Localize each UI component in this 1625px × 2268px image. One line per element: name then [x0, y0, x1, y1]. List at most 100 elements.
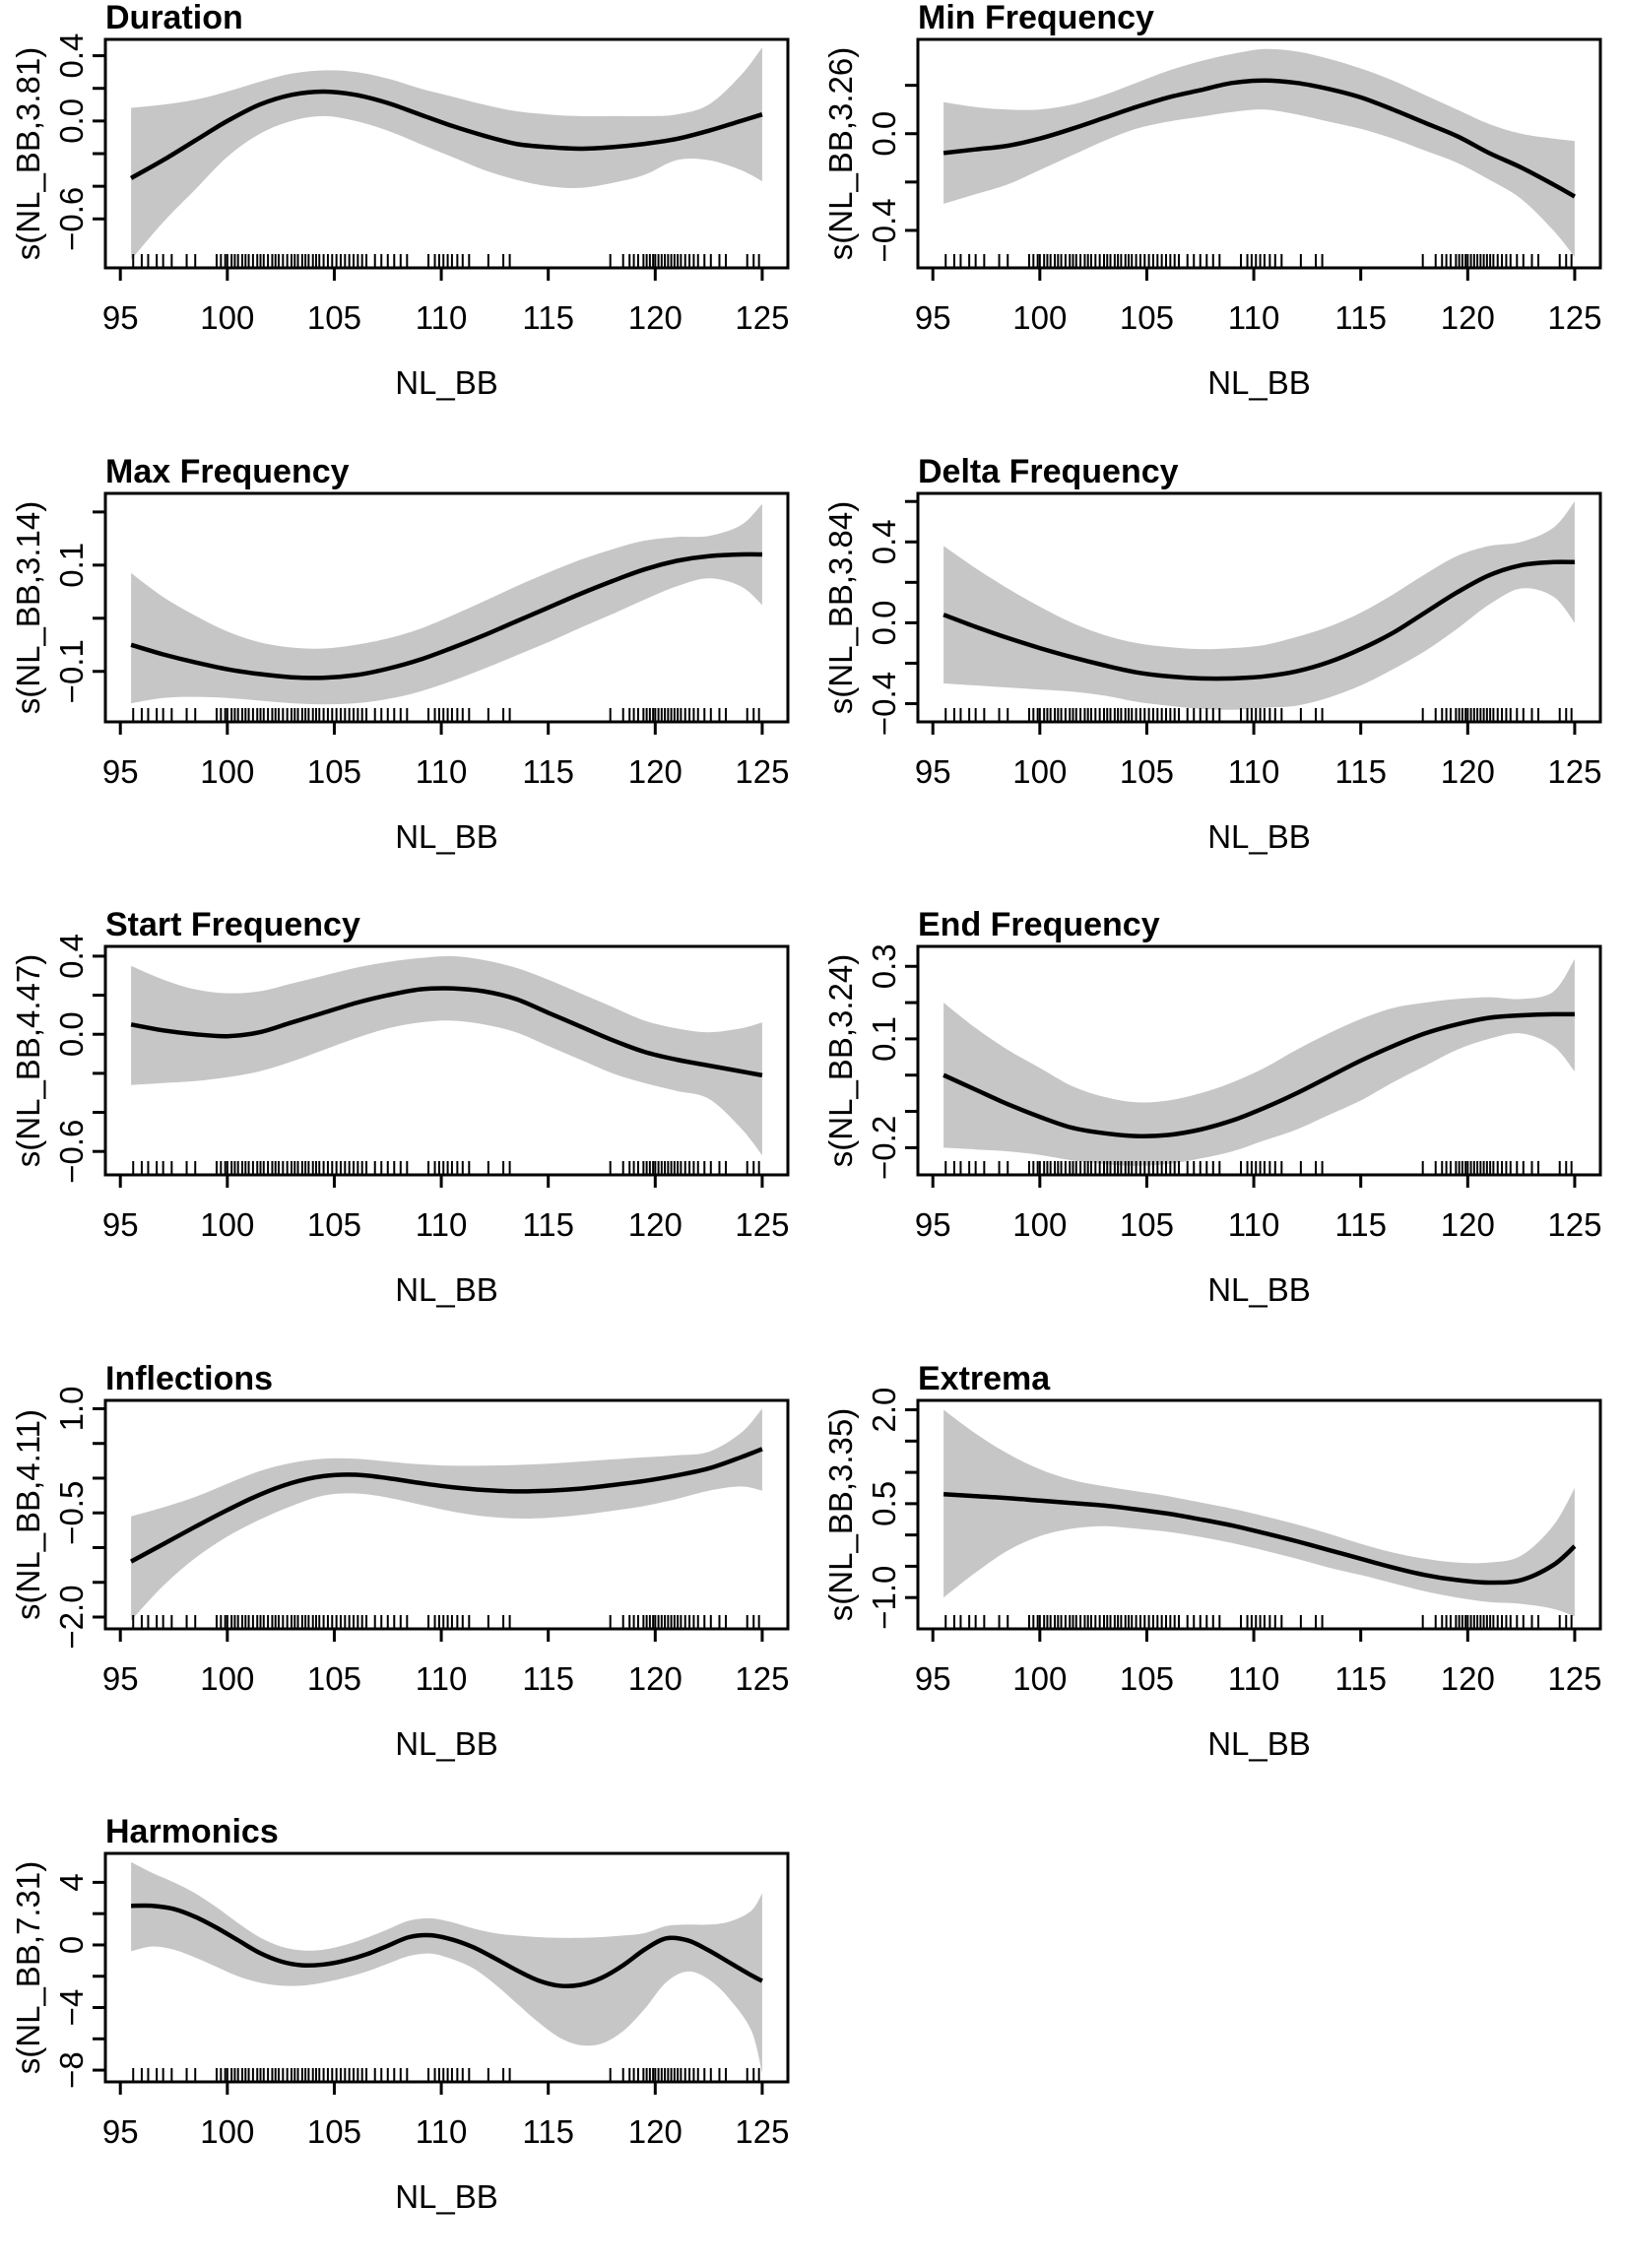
- gam-plot-max-frequency: 95 100 105 110 115 120 125 0.1 −0.1 Max Frequency…: [10, 454, 790, 855]
- x-tick-label: 120: [628, 299, 682, 336]
- panel-max-frequency: 95 100 105 110 115 120 125 0.1 −0.1 Max Frequency…: [0, 454, 812, 907]
- x-tick-label: 120: [1441, 753, 1495, 790]
- y-axis-label: s(NL_BB,7.31): [10, 1861, 46, 2074]
- y-tick-label: −0.5: [53, 1480, 90, 1544]
- plot-box: [103, 944, 790, 1177]
- x-tick-label: 100: [200, 299, 254, 336]
- x-tick-label: 100: [200, 2113, 254, 2150]
- x-tick-label: 110: [1228, 753, 1280, 790]
- x-tick-label: 105: [307, 1206, 361, 1243]
- y-axis-label: s(NL_BB,3.26): [822, 47, 859, 260]
- rug-marks: [132, 254, 760, 267]
- panel-harmonics: 95 100 105 110 115 120 125 4 0 −4 −8 Harmonics s(NL_…: [0, 1814, 812, 2267]
- y-tick-label: −0.6: [53, 1120, 90, 1184]
- panel-end-frequency: 95 100 105 110 115 120 125 0.3 0.1 −0.2 End Freque…: [812, 907, 1625, 1360]
- x-axis: 95 100 105 110 115 120 125: [915, 1628, 1601, 1697]
- y-tick-label: 0.0: [866, 111, 902, 157]
- x-tick-label: 120: [628, 2113, 682, 2150]
- x-axis: 95 100 105 110 115 120 125: [102, 268, 789, 336]
- x-tick-label: 120: [628, 1660, 682, 1697]
- y-tick-label: 2.0: [866, 1387, 902, 1432]
- y-tick-label: −2.0: [53, 1585, 90, 1649]
- fit-line: [130, 551, 762, 680]
- x-tick-label: 115: [1334, 753, 1387, 790]
- x-axis-label: NL_BB: [1207, 364, 1311, 401]
- x-tick-label: 100: [1012, 1206, 1067, 1243]
- y-axis-label: s(NL_BB,3.24): [822, 954, 859, 1167]
- fit-line: [942, 1011, 1575, 1139]
- plot-box: [916, 1398, 1602, 1631]
- x-tick-label: 110: [416, 1660, 468, 1697]
- x-axis: 95 100 105 110 115 120 125: [102, 1628, 789, 1697]
- fit-line: [942, 1491, 1577, 1586]
- panel-title: Start Frequency: [105, 907, 360, 943]
- fit-line: [130, 1447, 763, 1564]
- rug-marks: [132, 2068, 760, 2081]
- panel-title: Duration: [105, 0, 243, 36]
- panel-title: Min Frequency: [918, 0, 1154, 36]
- gam-plot-delta-frequency: 95 100 105 110 115 120 125 0.4 0.0 −0.4 Delta Freq…: [822, 454, 1602, 855]
- y-axis-label: s(NL_BB,4.11): [10, 1409, 46, 1620]
- plot-box: [103, 1398, 790, 1631]
- x-axis-label: NL_BB: [1207, 1725, 1311, 1762]
- x-tick-label: 120: [1441, 299, 1495, 336]
- x-axis-label: NL_BB: [395, 2178, 498, 2215]
- x-tick-label: 110: [416, 2113, 468, 2150]
- x-tick-label: 105: [307, 299, 361, 336]
- x-tick-label: 95: [915, 1206, 951, 1243]
- panel-extrema: 95 100 105 110 115 120 125 2.0 0.5 −1.0 Extrema s(N…: [812, 1361, 1625, 1814]
- y-axis-label: s(NL_BB,4.47): [10, 954, 46, 1167]
- confidence-band: [943, 500, 1575, 710]
- panel-title: Inflections: [105, 1361, 273, 1397]
- x-tick-label: 115: [1334, 299, 1387, 336]
- x-tick-label: 110: [416, 1206, 468, 1243]
- y-tick-label: −0.4: [866, 672, 902, 736]
- plot-box: [103, 491, 790, 724]
- plot-box: [916, 37, 1602, 270]
- x-axis: 95 100 105 110 115 120 125: [915, 268, 1601, 336]
- gam-plot-harmonics: 95 100 105 110 115 120 125 4 0 −4 −8 Harmonics s(NL_…: [10, 1814, 790, 2215]
- x-tick-label: 125: [735, 753, 789, 790]
- y-axis: 0.4 0.0 −0.4: [866, 499, 918, 736]
- x-tick-label: 100: [1012, 1660, 1067, 1697]
- empty-cell: [812, 1814, 1625, 2267]
- x-tick-label: 125: [1547, 753, 1601, 790]
- gam-plot-min-frequency: 95 100 105 110 115 120 125 0.0 −0.4 Min Frequency…: [822, 0, 1602, 401]
- plot-box: [916, 944, 1602, 1177]
- y-tick-label: −0.2: [866, 1116, 902, 1180]
- rug-marks: [132, 707, 760, 721]
- gam-plot-extrema: 95 100 105 110 115 120 125 2.0 0.5 −1.0 Extrema s(N…: [822, 1361, 1602, 1762]
- fit-line: [131, 1904, 763, 1989]
- rug-marks: [132, 1614, 760, 1628]
- y-tick-label: −0.4: [866, 198, 902, 262]
- y-tick-label: −1.0: [866, 1565, 902, 1629]
- y-tick-label: 0.1: [866, 1016, 902, 1062]
- x-axis: 95 100 105 110 115 120 125: [102, 721, 789, 790]
- x-tick-label: 115: [522, 1660, 574, 1697]
- x-tick-label: 115: [1334, 1206, 1387, 1243]
- x-tick-label: 95: [915, 753, 951, 790]
- rug-marks: [944, 707, 1573, 721]
- y-axis-label: s(NL_BB,3.84): [822, 500, 859, 713]
- confidence-band: [131, 47, 762, 260]
- gam-plot-inflections: 95 100 105 110 115 120 125 1.0 −0.5 −2.0 Inflectio…: [10, 1361, 790, 1762]
- x-tick-label: 120: [628, 1206, 682, 1243]
- x-tick-label: 100: [200, 753, 254, 790]
- x-tick-label: 105: [1120, 753, 1174, 790]
- x-tick-label: 95: [102, 1206, 139, 1243]
- y-tick-label: −0.1: [53, 639, 90, 703]
- panel-title: Delta Frequency: [918, 454, 1179, 490]
- y-tick-label: 0.0: [53, 98, 90, 144]
- panel-title: Harmonics: [105, 1814, 279, 1850]
- x-tick-label: 100: [200, 1660, 254, 1697]
- x-tick-label: 110: [1228, 299, 1280, 336]
- panel-duration: 95 100 105 110 115 120 125 0.4 0.0 −0.6 Duration s(…: [0, 0, 812, 453]
- x-tick-label: 110: [1228, 1660, 1280, 1697]
- y-tick-label: −8: [53, 2052, 90, 2090]
- x-tick-label: 105: [307, 2113, 361, 2150]
- plot-box: [103, 1851, 790, 2084]
- panel-title: End Frequency: [918, 907, 1160, 943]
- y-axis: 4 0 −4 −8: [53, 1874, 105, 2090]
- y-axis: 1.0 −0.5 −2.0: [53, 1386, 105, 1649]
